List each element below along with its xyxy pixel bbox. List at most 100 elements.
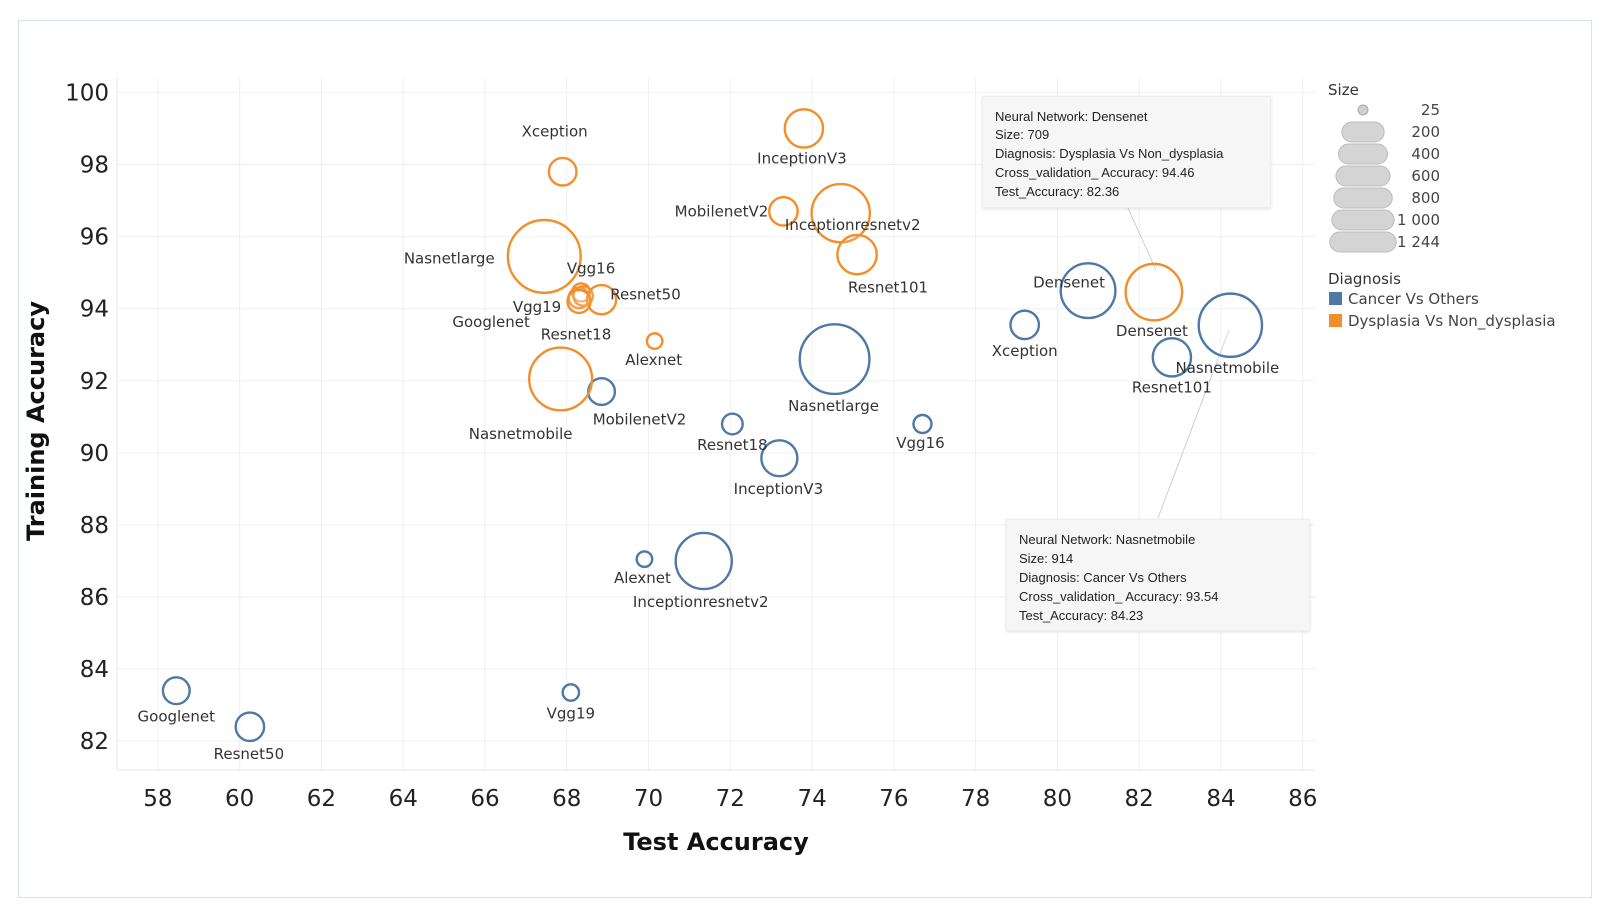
bubble-xception bbox=[547, 156, 578, 187]
bubble-label: Resnet18 bbox=[541, 325, 612, 343]
x-axis-ticks: 58 60 62 64 66 68 70 72 74 76 78 80 82 84 86 bbox=[143, 786, 1317, 812]
bubble-label: Vgg16 bbox=[567, 259, 615, 277]
y-tick-label: 88 bbox=[80, 513, 109, 539]
bubble-labels: Googlenet Resnet50 Vgg19 Alexnet Inceptionre… bbox=[138, 123, 1280, 763]
y-tick-label: 92 bbox=[80, 369, 109, 395]
tooltip-leader-lines bbox=[1127, 207, 1230, 519]
tooltip-row: Size: 709 bbox=[995, 127, 1050, 142]
x-tick-label: 80 bbox=[1043, 786, 1072, 812]
bubble-vgg16 bbox=[912, 413, 933, 435]
bubble-inceptionresnetv2 bbox=[674, 531, 733, 591]
tooltip-row: Size: 914 bbox=[1019, 551, 1074, 566]
bubble-nasnetlarge bbox=[506, 218, 582, 295]
tooltip-row: Diagnosis: Cancer Vs Others bbox=[1019, 570, 1187, 585]
bubble-nasnetmobile bbox=[528, 346, 594, 412]
tooltip-nasnetmobile: Neural Network: Nasnetmobile Size: 914 D… bbox=[1006, 519, 1310, 631]
bubble-label: Googlenet bbox=[138, 708, 216, 726]
bubble-label: Vgg19 bbox=[513, 298, 561, 316]
bubble-label: Resnet101 bbox=[1132, 378, 1212, 396]
x-tick-label: 60 bbox=[225, 786, 254, 812]
bubble-nasnetmobile bbox=[1197, 292, 1264, 359]
bubble-densenet bbox=[1124, 262, 1184, 322]
y-tick-label: 84 bbox=[80, 657, 109, 683]
x-tick-label: 68 bbox=[552, 786, 581, 812]
x-tick-label: 78 bbox=[961, 786, 990, 812]
leader-line-densenet bbox=[1127, 207, 1157, 271]
tooltip-row: Cross_validation_ Accuracy: 93.54 bbox=[1019, 589, 1219, 604]
bubble-label: Nasnetlarge bbox=[788, 397, 879, 415]
color-legend-swatch bbox=[1329, 292, 1342, 305]
size-legend-dot bbox=[1335, 165, 1391, 187]
size-legend-label: 1 244 bbox=[1397, 233, 1440, 251]
chart-frame bbox=[18, 20, 1592, 898]
size-legend-dot bbox=[1341, 121, 1385, 143]
bubble-label: Nasnetmobile bbox=[469, 425, 573, 443]
bubble-resnet101 bbox=[1151, 336, 1193, 378]
color-legend-label: Cancer Vs Others bbox=[1348, 290, 1479, 308]
tooltip-densenet: Neural Network: Densenet Size: 709 Diagn… bbox=[982, 96, 1271, 208]
bubble-label: InceptionV3 bbox=[734, 480, 823, 498]
bubble-label: Inceptionresnetv2 bbox=[785, 216, 921, 234]
bubble-resnet18 bbox=[566, 288, 592, 315]
color-legend: Cancer Vs Others Dysplasia Vs Non_dysplas… bbox=[1329, 290, 1556, 331]
bubble-label: MobilenetV2 bbox=[675, 202, 769, 220]
bubble-label: Xception bbox=[992, 342, 1058, 360]
bubble-googlenet bbox=[161, 676, 191, 706]
x-tick-label: 86 bbox=[1288, 786, 1317, 812]
size-legend-dot bbox=[1329, 231, 1397, 253]
bubble-label: Nasnetlarge bbox=[404, 249, 495, 267]
y-tick-label: 82 bbox=[80, 729, 109, 755]
bubble-label: Nasnetmobile bbox=[1176, 359, 1280, 377]
bubble-label: Resnet101 bbox=[848, 279, 928, 297]
size-legend: 25 200 400 600 800 1 000 1 244 bbox=[1329, 101, 1440, 253]
bubble-label: Resnet18 bbox=[697, 436, 768, 454]
size-legend-label: 400 bbox=[1411, 145, 1440, 163]
bubble-resnet50 bbox=[585, 283, 618, 316]
bubble-label: MobilenetV2 bbox=[593, 411, 687, 429]
bubble-resnet101 bbox=[836, 233, 878, 276]
x-tick-label: 64 bbox=[389, 786, 418, 812]
bubble-alexnet bbox=[645, 332, 664, 351]
bubble-label: Vgg19 bbox=[547, 705, 595, 723]
x-tick-label: 76 bbox=[879, 786, 908, 812]
x-tick-label: 82 bbox=[1125, 786, 1154, 812]
size-legend-dot bbox=[1357, 104, 1369, 116]
bubble-resnet50 bbox=[234, 711, 266, 743]
y-tick-label: 96 bbox=[80, 225, 109, 251]
bubbles bbox=[161, 108, 1264, 743]
bubble-resnet18 bbox=[720, 412, 744, 436]
y-tick-label: 100 bbox=[65, 80, 109, 106]
bubble-label: Resnet50 bbox=[214, 745, 285, 763]
size-legend-dot bbox=[1331, 209, 1395, 231]
size-legend-dot bbox=[1338, 143, 1388, 165]
x-tick-label: 58 bbox=[143, 786, 172, 812]
bubble-label: Googlenet bbox=[452, 313, 530, 331]
tooltip-row: Diagnosis: Dysplasia Vs Non_dysplasia bbox=[995, 146, 1224, 161]
color-legend-title: Diagnosis bbox=[1328, 270, 1401, 288]
bubble-mobilenetv2 bbox=[586, 376, 617, 407]
x-tick-label: 62 bbox=[307, 786, 336, 812]
y-tick-label: 94 bbox=[80, 297, 109, 323]
x-tick-label: 84 bbox=[1206, 786, 1235, 812]
bubble-label: Densenet bbox=[1033, 274, 1105, 292]
x-tick-label: 70 bbox=[634, 786, 663, 812]
bubble-label: Alexnet bbox=[614, 569, 671, 587]
y-tick-label: 86 bbox=[80, 585, 109, 611]
size-legend-label: 25 bbox=[1421, 101, 1440, 119]
size-legend-dot bbox=[1333, 187, 1393, 209]
tooltip-row: Neural Network: Nasnetmobile bbox=[1019, 532, 1196, 547]
size-legend-label: 600 bbox=[1411, 167, 1440, 185]
y-axis-ticks: 82 84 86 88 90 92 94 96 98 100 bbox=[65, 80, 109, 755]
x-tick-label: 72 bbox=[716, 786, 745, 812]
x-axis-title: Test Accuracy bbox=[623, 828, 809, 856]
size-legend-title: Size bbox=[1328, 81, 1359, 99]
bubble-densenet bbox=[1059, 262, 1117, 320]
y-tick-label: 98 bbox=[80, 153, 109, 179]
bubble-label: Resnet50 bbox=[610, 286, 681, 304]
tooltip-row: Neural Network: Densenet bbox=[995, 109, 1148, 124]
x-tick-label: 74 bbox=[797, 786, 826, 812]
y-axis-title: Training Accuracy bbox=[22, 301, 50, 541]
color-legend-label: Dysplasia Vs Non_dysplasia bbox=[1348, 312, 1556, 331]
tooltip-row: Test_Accuracy: 82.36 bbox=[995, 184, 1120, 199]
